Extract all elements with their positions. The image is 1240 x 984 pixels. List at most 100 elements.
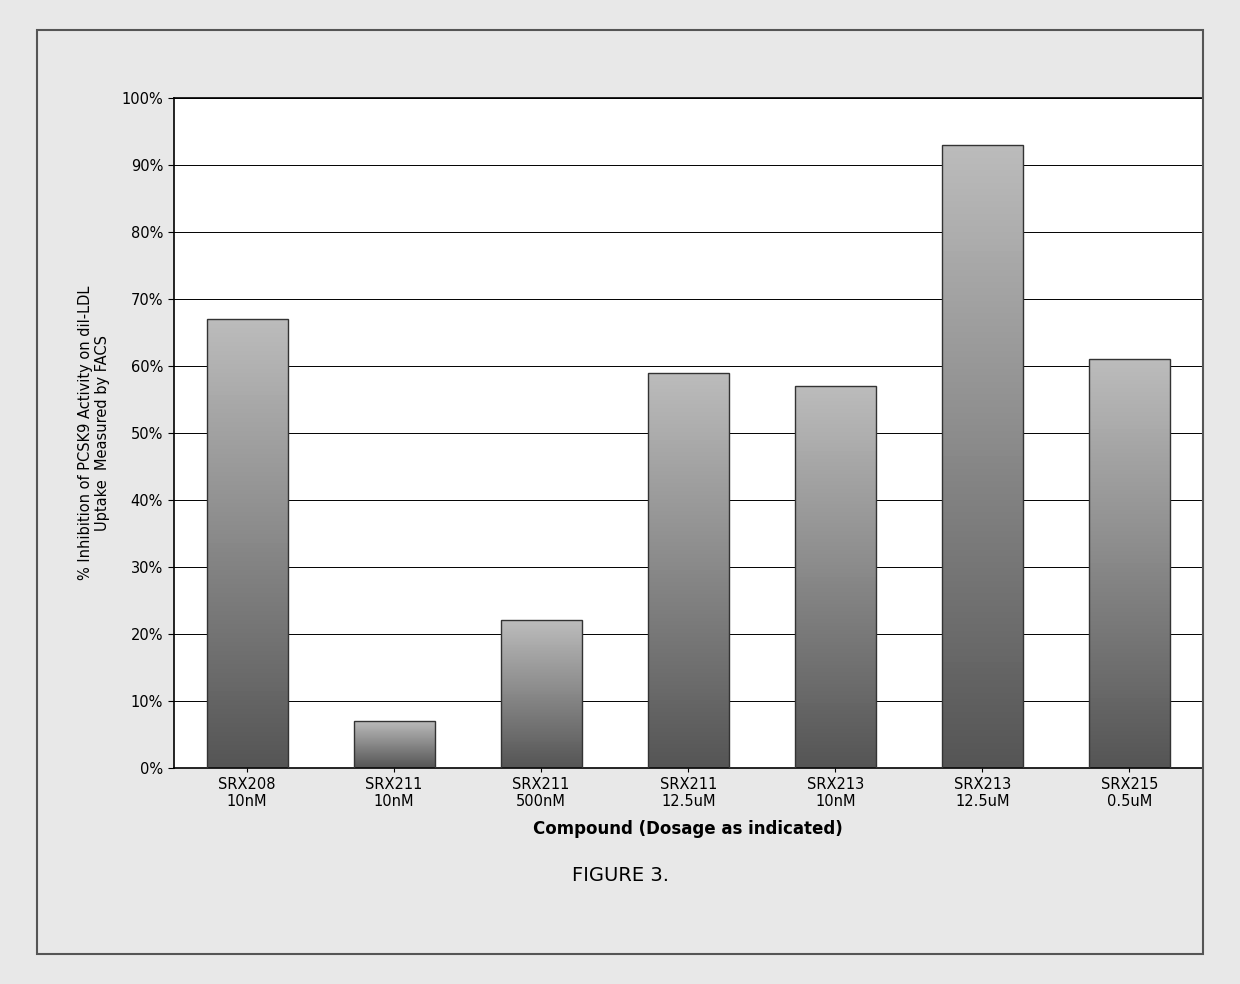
Bar (1089, 629, 1169, 633)
Bar (1089, 641, 1169, 646)
Bar (795, 485, 875, 489)
Bar (942, 146, 1023, 768)
Bar (795, 718, 875, 721)
Bar (647, 562, 729, 566)
Bar (207, 763, 288, 768)
Bar (795, 646, 875, 649)
Bar (942, 164, 1023, 170)
Bar (1089, 760, 1169, 764)
Bar (1089, 559, 1169, 564)
Bar (501, 634, 582, 635)
Bar (795, 481, 875, 485)
Bar (647, 712, 729, 716)
Bar (207, 539, 288, 543)
Bar (942, 693, 1023, 699)
Bar (1089, 718, 1169, 722)
Bar (795, 764, 875, 768)
Bar (795, 477, 875, 481)
Bar (501, 655, 582, 657)
Bar (207, 638, 288, 642)
Bar (942, 363, 1023, 369)
Bar (207, 696, 288, 701)
Bar (795, 416, 875, 420)
Bar (1089, 384, 1169, 388)
Bar (942, 238, 1023, 245)
Bar (647, 634, 729, 638)
Bar (501, 622, 582, 623)
Bar (647, 681, 729, 685)
Bar (647, 381, 729, 385)
Bar (647, 566, 729, 570)
Bar (647, 642, 729, 646)
Bar (207, 610, 288, 615)
Bar (207, 494, 288, 499)
Bar (942, 755, 1023, 762)
Bar (1089, 425, 1169, 429)
Bar (207, 570, 288, 575)
Bar (942, 500, 1023, 506)
Bar (942, 462, 1023, 468)
Bar (942, 264, 1023, 270)
Bar (501, 690, 582, 691)
Bar (501, 717, 582, 719)
Bar (942, 251, 1023, 257)
Bar (501, 743, 582, 744)
Bar (207, 566, 288, 571)
Bar (501, 713, 582, 714)
Bar (501, 688, 582, 690)
Bar (942, 481, 1023, 487)
Bar (795, 596, 875, 599)
Bar (1089, 388, 1169, 392)
Bar (942, 724, 1023, 730)
Bar (942, 245, 1023, 251)
Bar (207, 709, 288, 713)
Bar (501, 714, 582, 716)
Bar (207, 754, 288, 759)
Bar (501, 706, 582, 707)
Bar (207, 364, 288, 369)
Bar (647, 503, 729, 507)
Bar (795, 394, 875, 398)
Bar (795, 405, 875, 409)
Bar (795, 649, 875, 653)
Bar (501, 763, 582, 765)
Bar (942, 556, 1023, 562)
Bar (207, 633, 288, 638)
Bar (647, 748, 729, 752)
Bar (795, 505, 875, 508)
Bar (942, 313, 1023, 320)
Bar (795, 466, 875, 470)
Bar (647, 467, 729, 471)
Bar (1089, 751, 1169, 756)
Bar (942, 201, 1023, 208)
Bar (501, 720, 582, 722)
Bar (1089, 612, 1169, 617)
Bar (942, 450, 1023, 457)
Bar (1089, 686, 1169, 690)
Bar (501, 753, 582, 755)
Bar (795, 721, 875, 725)
Bar (1089, 429, 1169, 433)
Bar (1089, 756, 1169, 760)
Bar (795, 497, 875, 501)
Bar (942, 649, 1023, 655)
Bar (1089, 621, 1169, 625)
Bar (942, 146, 1023, 152)
Bar (1089, 437, 1169, 441)
Bar (207, 620, 288, 624)
Bar (501, 705, 582, 706)
Bar (942, 711, 1023, 717)
Bar (795, 501, 875, 505)
Bar (795, 577, 875, 581)
Bar (207, 727, 288, 732)
Bar (207, 606, 288, 611)
Bar (207, 597, 288, 601)
Bar (501, 719, 582, 720)
Bar (647, 428, 729, 432)
Bar (647, 613, 729, 618)
Bar (501, 746, 582, 747)
Bar (207, 476, 288, 480)
Bar (647, 744, 729, 748)
Bar (207, 529, 288, 534)
Bar (647, 373, 729, 768)
